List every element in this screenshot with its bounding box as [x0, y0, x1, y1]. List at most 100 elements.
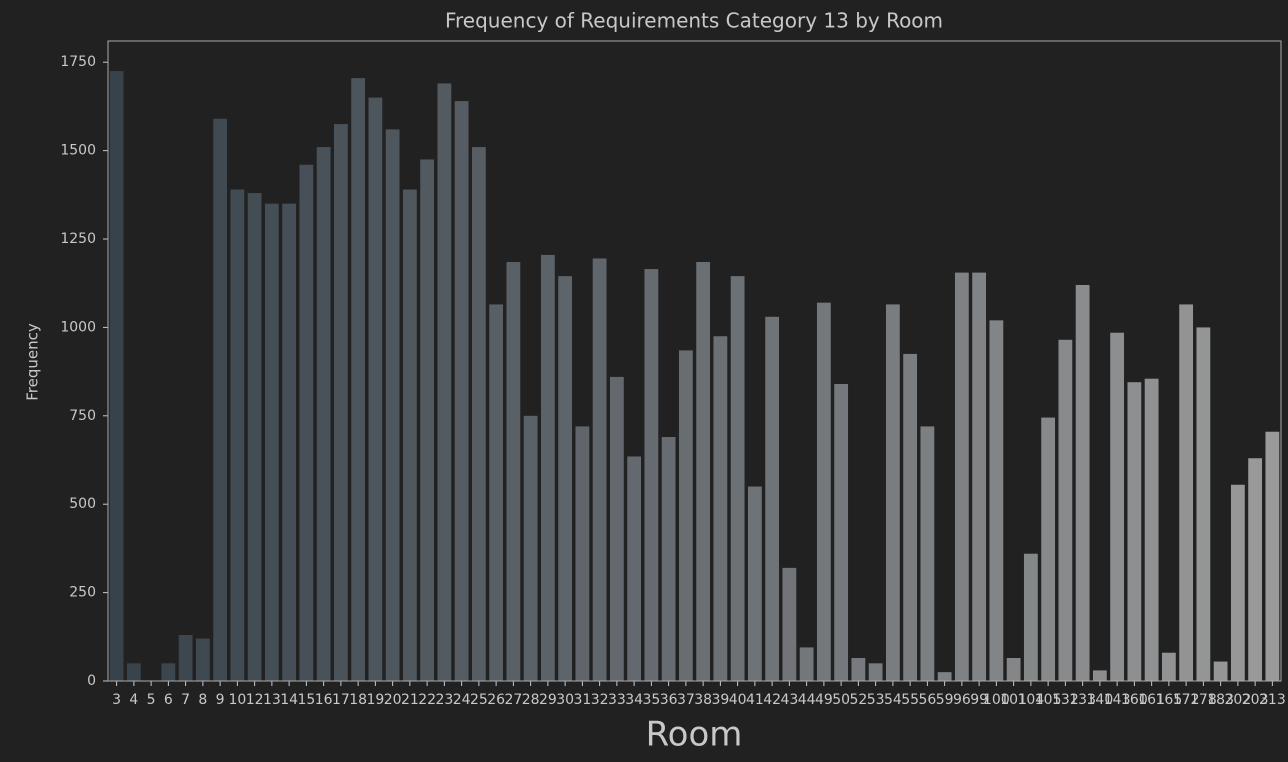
bar — [178, 635, 193, 681]
bar — [368, 97, 383, 681]
y-axis-label: Frequency — [24, 323, 42, 401]
y-tick-label: 1750 — [60, 54, 96, 70]
chart-title: Frequency of Requirements Category 13 by… — [445, 9, 943, 33]
bar — [264, 203, 279, 682]
x-tick-label: 34 — [625, 692, 643, 708]
plot-frame — [107, 40, 1282, 682]
x-tick-label: 41 — [746, 692, 764, 708]
bar — [678, 350, 693, 681]
bar — [437, 83, 452, 682]
x-tick-label: 33 — [608, 692, 626, 708]
x-tick-label: 99 — [970, 692, 988, 708]
bar — [1213, 661, 1228, 681]
x-tick-label: 19 — [366, 692, 384, 708]
bar — [1248, 458, 1263, 681]
bar — [1230, 484, 1245, 681]
x-tick-label: 17 — [332, 692, 350, 708]
bar — [609, 376, 624, 681]
bar — [696, 261, 711, 681]
bar — [420, 159, 435, 682]
x-tick-label: 104 — [1018, 692, 1045, 708]
x-tick-label: 7 — [181, 692, 190, 708]
bar — [713, 336, 728, 681]
bar — [627, 456, 642, 681]
y-tick-label: 1250 — [60, 231, 96, 247]
bar — [644, 269, 659, 681]
y-tick-label: 500 — [69, 496, 96, 512]
bar — [851, 658, 866, 681]
bar — [1041, 417, 1056, 681]
y-tick-label: 1500 — [60, 143, 96, 159]
x-tick-label: 39 — [711, 692, 729, 708]
x-tick-label: 5 — [147, 692, 156, 708]
bar — [868, 663, 883, 681]
bar — [834, 383, 849, 681]
bar — [937, 672, 952, 681]
x-tick-label: 31 — [573, 692, 591, 708]
x-tick-label: 14 — [280, 692, 298, 708]
bar — [1092, 670, 1107, 681]
x-axis-label: Room — [646, 715, 743, 755]
bar — [506, 261, 521, 681]
bar — [1058, 339, 1073, 681]
y-tick-label: 1000 — [60, 319, 96, 335]
x-tick-label: 50 — [832, 692, 850, 708]
x-tick-label: 3 — [112, 692, 121, 708]
bar — [799, 647, 814, 681]
x-tick-label: 143 — [1104, 692, 1131, 708]
bar — [1265, 431, 1280, 681]
x-tick-label: 16 — [315, 692, 333, 708]
bar — [1179, 304, 1194, 681]
x-tick-label: 52 — [849, 692, 867, 708]
y-tick-label: 250 — [69, 585, 96, 601]
bar — [558, 276, 573, 681]
x-tick-label: 27 — [504, 692, 522, 708]
bar — [126, 663, 141, 681]
bar — [351, 78, 366, 681]
bar — [816, 302, 831, 681]
x-tick-label: 10 — [228, 692, 246, 708]
x-tick-label: 13 — [263, 692, 281, 708]
bar — [523, 415, 538, 681]
x-tick-label: 12 — [246, 692, 264, 708]
x-tick-label: 42 — [763, 692, 781, 708]
x-tick-label: 101 — [1000, 692, 1027, 708]
x-tick-label: 28 — [522, 692, 540, 708]
x-tick-label: 172 — [1173, 692, 1200, 708]
x-tick-label: 15 — [297, 692, 315, 708]
x-tick-label: 59 — [936, 692, 954, 708]
bar — [540, 254, 555, 681]
x-tick-label: 36 — [660, 692, 678, 708]
x-tick-label: 178 — [1190, 692, 1217, 708]
bar — [972, 272, 987, 681]
bar — [402, 189, 417, 681]
bar — [247, 193, 262, 682]
y-tick-label: 0 — [87, 673, 96, 689]
bar — [1075, 284, 1090, 681]
x-tick-label: 24 — [453, 692, 471, 708]
x-tick-label: 35 — [642, 692, 660, 708]
bar — [299, 164, 314, 682]
bar — [230, 189, 245, 681]
bar — [920, 426, 935, 681]
bar — [747, 486, 762, 681]
bar — [316, 147, 331, 682]
bar — [489, 304, 504, 681]
bar — [109, 71, 124, 682]
bar — [454, 101, 469, 682]
y-tick-label: 750 — [69, 408, 96, 424]
x-tick-label: 20 — [384, 692, 402, 708]
x-tick-label: 56 — [918, 692, 936, 708]
bar — [1196, 327, 1211, 681]
x-tick-label: 213 — [1259, 692, 1286, 708]
bar — [161, 663, 176, 681]
x-tick-label: 23 — [435, 692, 453, 708]
x-tick-label: 161 — [1138, 692, 1165, 708]
x-tick-label: 96 — [953, 692, 971, 708]
x-tick-label: 54 — [884, 692, 902, 708]
bar — [1110, 332, 1125, 681]
x-tick-label: 55 — [901, 692, 919, 708]
bar — [1023, 553, 1038, 681]
x-tick-label: 22 — [418, 692, 436, 708]
